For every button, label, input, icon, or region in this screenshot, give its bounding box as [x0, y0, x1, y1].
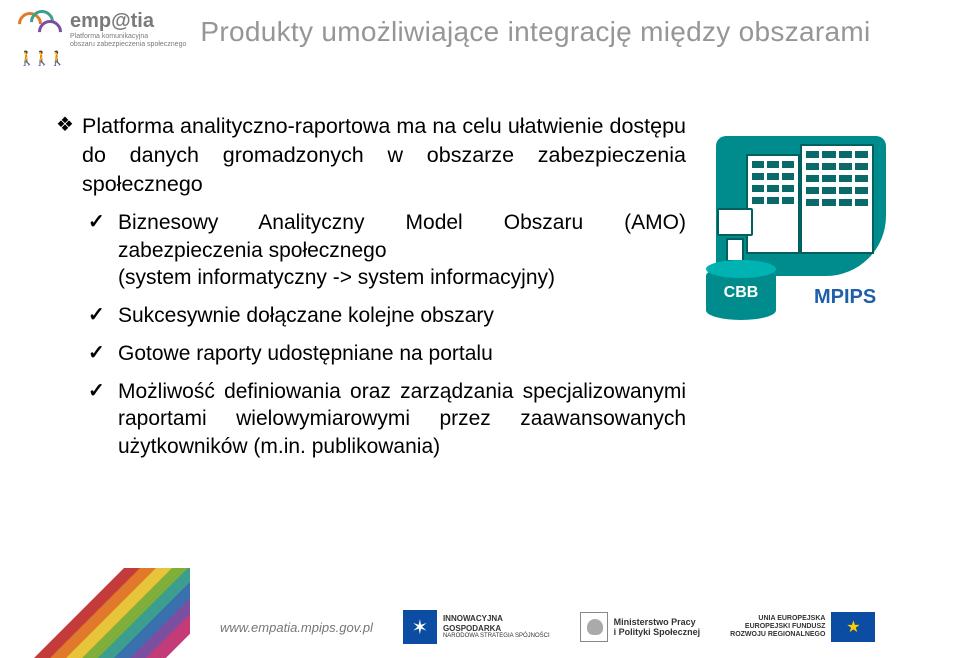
- logo-brand: emp@tia: [70, 10, 186, 33]
- db-label: CBB: [706, 284, 776, 302]
- graphic-column: CBB MPIPS: [686, 112, 920, 471]
- eu-line1: UNIA EUROPEJSKA: [730, 615, 825, 623]
- list-item-text: Sukcesywnie dołączane kolejne obszary: [118, 302, 686, 330]
- page-title: Produkty umożliwiające integrację między…: [200, 10, 870, 48]
- database-icon: CBB: [706, 266, 776, 328]
- list-item-text: Możliwość definiowania oraz zarządzania …: [118, 378, 686, 461]
- ig-line3: NARODOWA STRATEGIA SPÓJNOŚCI: [443, 633, 550, 640]
- diamond-icon: ❖: [56, 112, 82, 139]
- check-icon: ✓: [88, 340, 118, 367]
- main-bullet-text: Platforma analityczno-raportowa ma na ce…: [82, 112, 686, 199]
- list-item-text: Biznesowy Analityczny Model Obszaru (AMO…: [118, 209, 686, 292]
- main-bullet: ❖ Platforma analityczno-raportowa ma na …: [56, 112, 686, 199]
- ig-line1: INNOWACYJNA: [443, 614, 550, 623]
- check-icon: ✓: [88, 302, 118, 329]
- org-graphic: CBB MPIPS: [696, 136, 896, 336]
- logo-tagline-2: obszaru zabezpieczenia społecznego: [70, 41, 186, 49]
- ig-badge: ✶ INNOWACYJNA GOSPODARKA NARODOWA STRATE…: [403, 610, 550, 644]
- logo-icon: [16, 10, 66, 52]
- check-icon: ✓: [88, 209, 118, 236]
- ig-icon: ✶: [403, 610, 437, 644]
- eu-flag-icon: ★: [831, 612, 875, 642]
- check-icon: ✓: [88, 378, 118, 405]
- sub-list: ✓ Biznesowy Analityczny Model Obszaru (A…: [56, 209, 686, 461]
- eu-line3: ROZWOJU REGIONALNEGO: [730, 631, 825, 639]
- list-item: ✓ Sukcesywnie dołączane kolejne obszary: [88, 302, 686, 330]
- ministry-line1: Ministerstwo Pracy: [614, 617, 701, 627]
- logo: emp@tia Platforma komunikacyjna obszaru …: [16, 10, 186, 52]
- stripes-decoration: [0, 568, 190, 658]
- eu-badge: UNIA EUROPEJSKA EUROPEJSKI FUNDUSZ ROZWO…: [730, 612, 875, 642]
- org-label: MPIPS: [814, 286, 876, 309]
- list-item: ✓ Biznesowy Analityczny Model Obszaru (A…: [88, 209, 686, 292]
- header: emp@tia Platforma komunikacyjna obszaru …: [0, 0, 960, 56]
- ministry-line2: i Polityki Społecznej: [614, 627, 701, 637]
- footer: www.empatia.mpips.gov.pl ✶ INNOWACYJNA G…: [0, 600, 960, 658]
- list-item: ✓ Gotowe raporty udostępniane na portalu: [88, 340, 686, 368]
- people-icon: 🚶🚶🚶: [18, 50, 64, 67]
- list-item: ✓ Możliwość definiowania oraz zarządzani…: [88, 378, 686, 461]
- ministry-badge: Ministerstwo Pracy i Polityki Społecznej: [580, 612, 701, 642]
- footer-url: www.empatia.mpips.gov.pl: [220, 620, 373, 635]
- eu-line2: EUROPEJSKI FUNDUSZ: [730, 623, 825, 631]
- content: ❖ Platforma analityczno-raportowa ma na …: [0, 56, 960, 471]
- computer-icon: [714, 208, 756, 264]
- ig-line2: GOSPODARKA: [443, 624, 550, 633]
- text-column: ❖ Platforma analityczno-raportowa ma na …: [56, 112, 686, 471]
- logo-tagline-1: Platforma komunikacyjna: [70, 33, 186, 41]
- eagle-icon: [580, 612, 608, 642]
- list-item-text: Gotowe raporty udostępniane na portalu: [118, 340, 686, 368]
